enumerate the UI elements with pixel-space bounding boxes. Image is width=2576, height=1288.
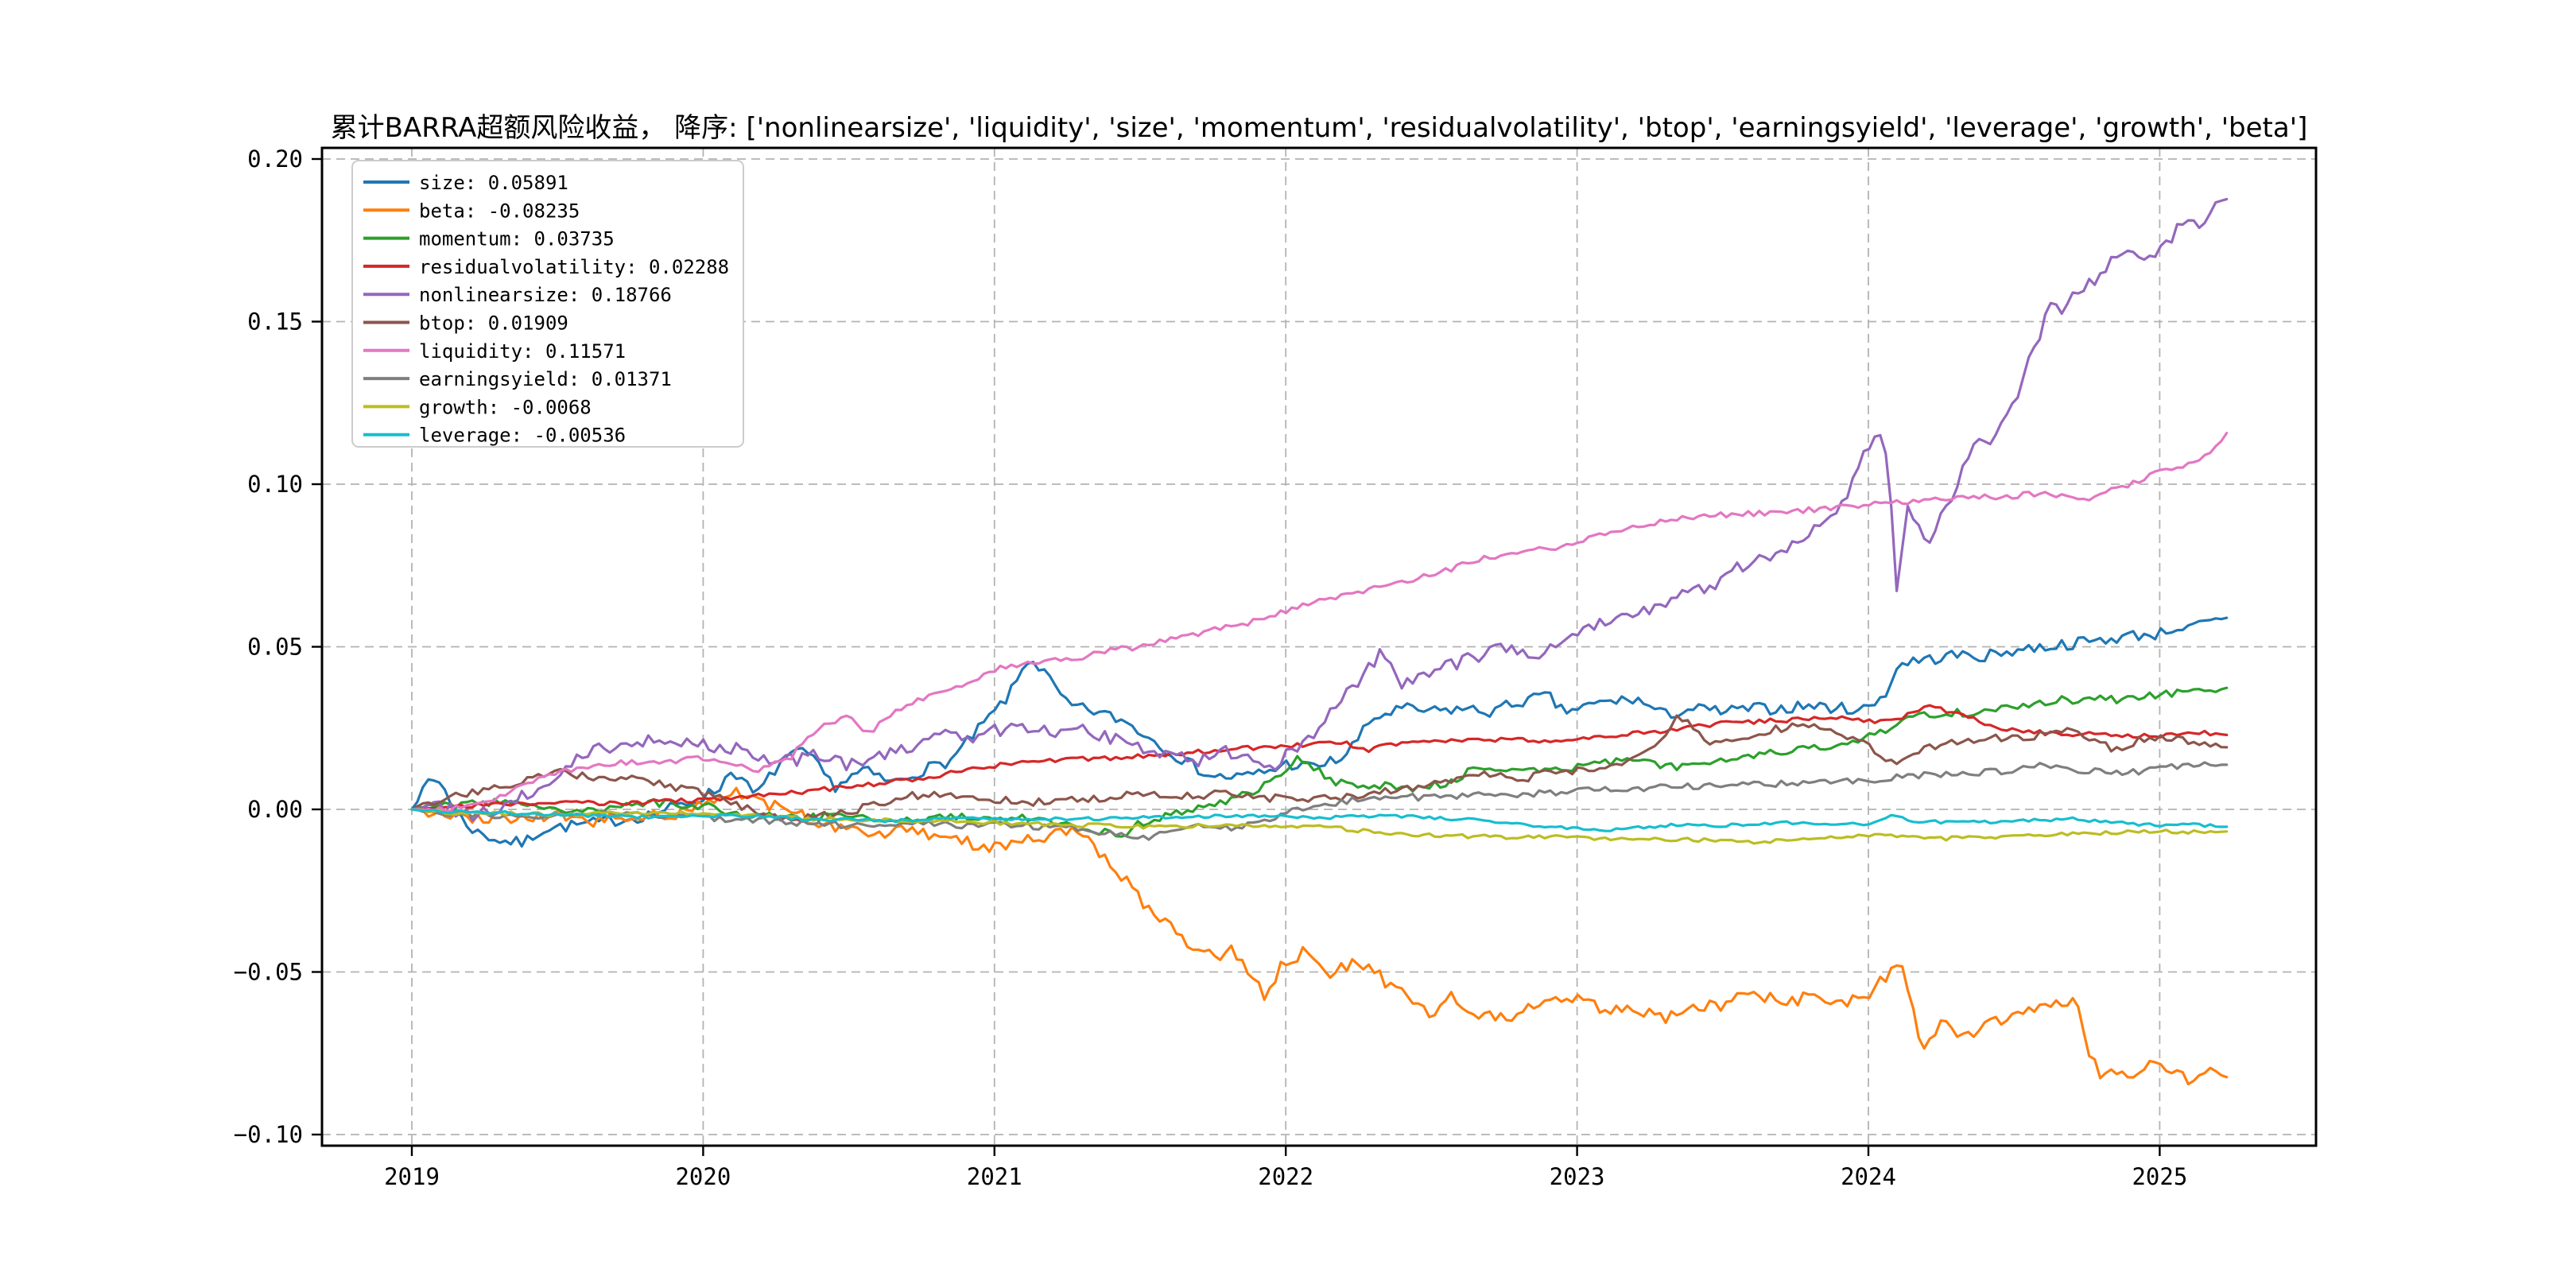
legend-label-size: size: 0.05891 [419,172,568,194]
series-line-liquidity [410,432,2229,813]
legend-item-leverage: leverage: -0.00536 [363,425,626,447]
series-lines [410,197,2229,1086]
legend-label-leverage: leverage: -0.00536 [419,425,626,447]
legend-box: size: 0.05891 beta: -0.08235 momentum: 0.0… [351,160,744,448]
legend-item-size: size: 0.05891 [363,172,568,194]
y-tick-label--0.1: −0.10 [234,1121,303,1148]
legend-label-earningsyield: earningsyield: 0.01371 [419,368,672,390]
x-tick-label-2020: 2020 [675,1163,731,1190]
series-line-size [410,616,2229,848]
x-tick-label-2021: 2021 [967,1163,1022,1190]
x-tick-label-2023: 2023 [1550,1163,1605,1190]
series-line-growth [410,808,2229,845]
x-tick-label-2022: 2022 [1258,1163,1313,1190]
legend-item-beta: beta: -0.08235 [363,200,580,222]
legend-item-growth: growth: -0.0068 [363,396,592,418]
legend-label-growth: growth: -0.0068 [419,396,592,418]
legend-label-btop: btop: 0.01909 [419,312,568,335]
x-tick-label-2025: 2025 [2132,1163,2187,1190]
series-line-momentum [410,686,2229,838]
axis-ticks [312,157,2161,1156]
legend-item-btop: btop: 0.01909 [363,312,568,335]
x-tick-label-2019: 2019 [384,1163,440,1190]
x-tick-label-2024: 2024 [1841,1163,1896,1190]
grid [322,148,2316,1146]
legend-label-beta: beta: -0.08235 [419,200,580,222]
y-tick-label-0.05: 0.05 [247,634,303,661]
y-tick-label--0.05: −0.05 [234,959,303,986]
legend-label-momentum: momentum: 0.03735 [419,228,615,250]
series-line-btop [410,714,2229,823]
legend-frame [351,160,744,448]
legend: size: 0.05891 beta: -0.08235 momentum: 0.0… [351,160,744,448]
legend-item-residualvolatility: residualvolatility: 0.02288 [363,256,729,278]
legend-item-nonlinearsize: nonlinearsize: 0.18766 [363,284,672,306]
axis-tick-labels: 2019 2020 2021 2022 2023 2024 2025 0.20 0.15 0.10… [234,145,2188,1190]
legend-item-momentum: momentum: 0.03735 [363,228,615,250]
legend-label-residualvolatility: residualvolatility: 0.02288 [419,256,729,278]
chart-title: 累计BARRA超额风险收益， 降序: ['nonlinearsize', 'li… [331,112,2308,144]
y-tick-label-0: 0.00 [247,796,303,823]
y-tick-label-0.2: 0.20 [247,145,303,173]
y-tick-label-0.15: 0.15 [247,308,303,336]
series-line-earningsyield [410,761,2229,841]
series-line-leverage [410,808,2229,832]
series-line-nonlinearsize [410,197,2229,822]
legend-item-earningsyield: earningsyield: 0.01371 [363,368,672,390]
y-tick-label-0.1: 0.10 [247,471,303,498]
legend-label-nonlinearsize: nonlinearsize: 0.18766 [419,284,672,306]
legend-item-liquidity: liquidity: 0.11571 [363,340,626,363]
series-line-beta [410,786,2229,1086]
legend-label-liquidity: liquidity: 0.11571 [419,340,626,363]
series-line-residualvolatility [410,704,2229,811]
